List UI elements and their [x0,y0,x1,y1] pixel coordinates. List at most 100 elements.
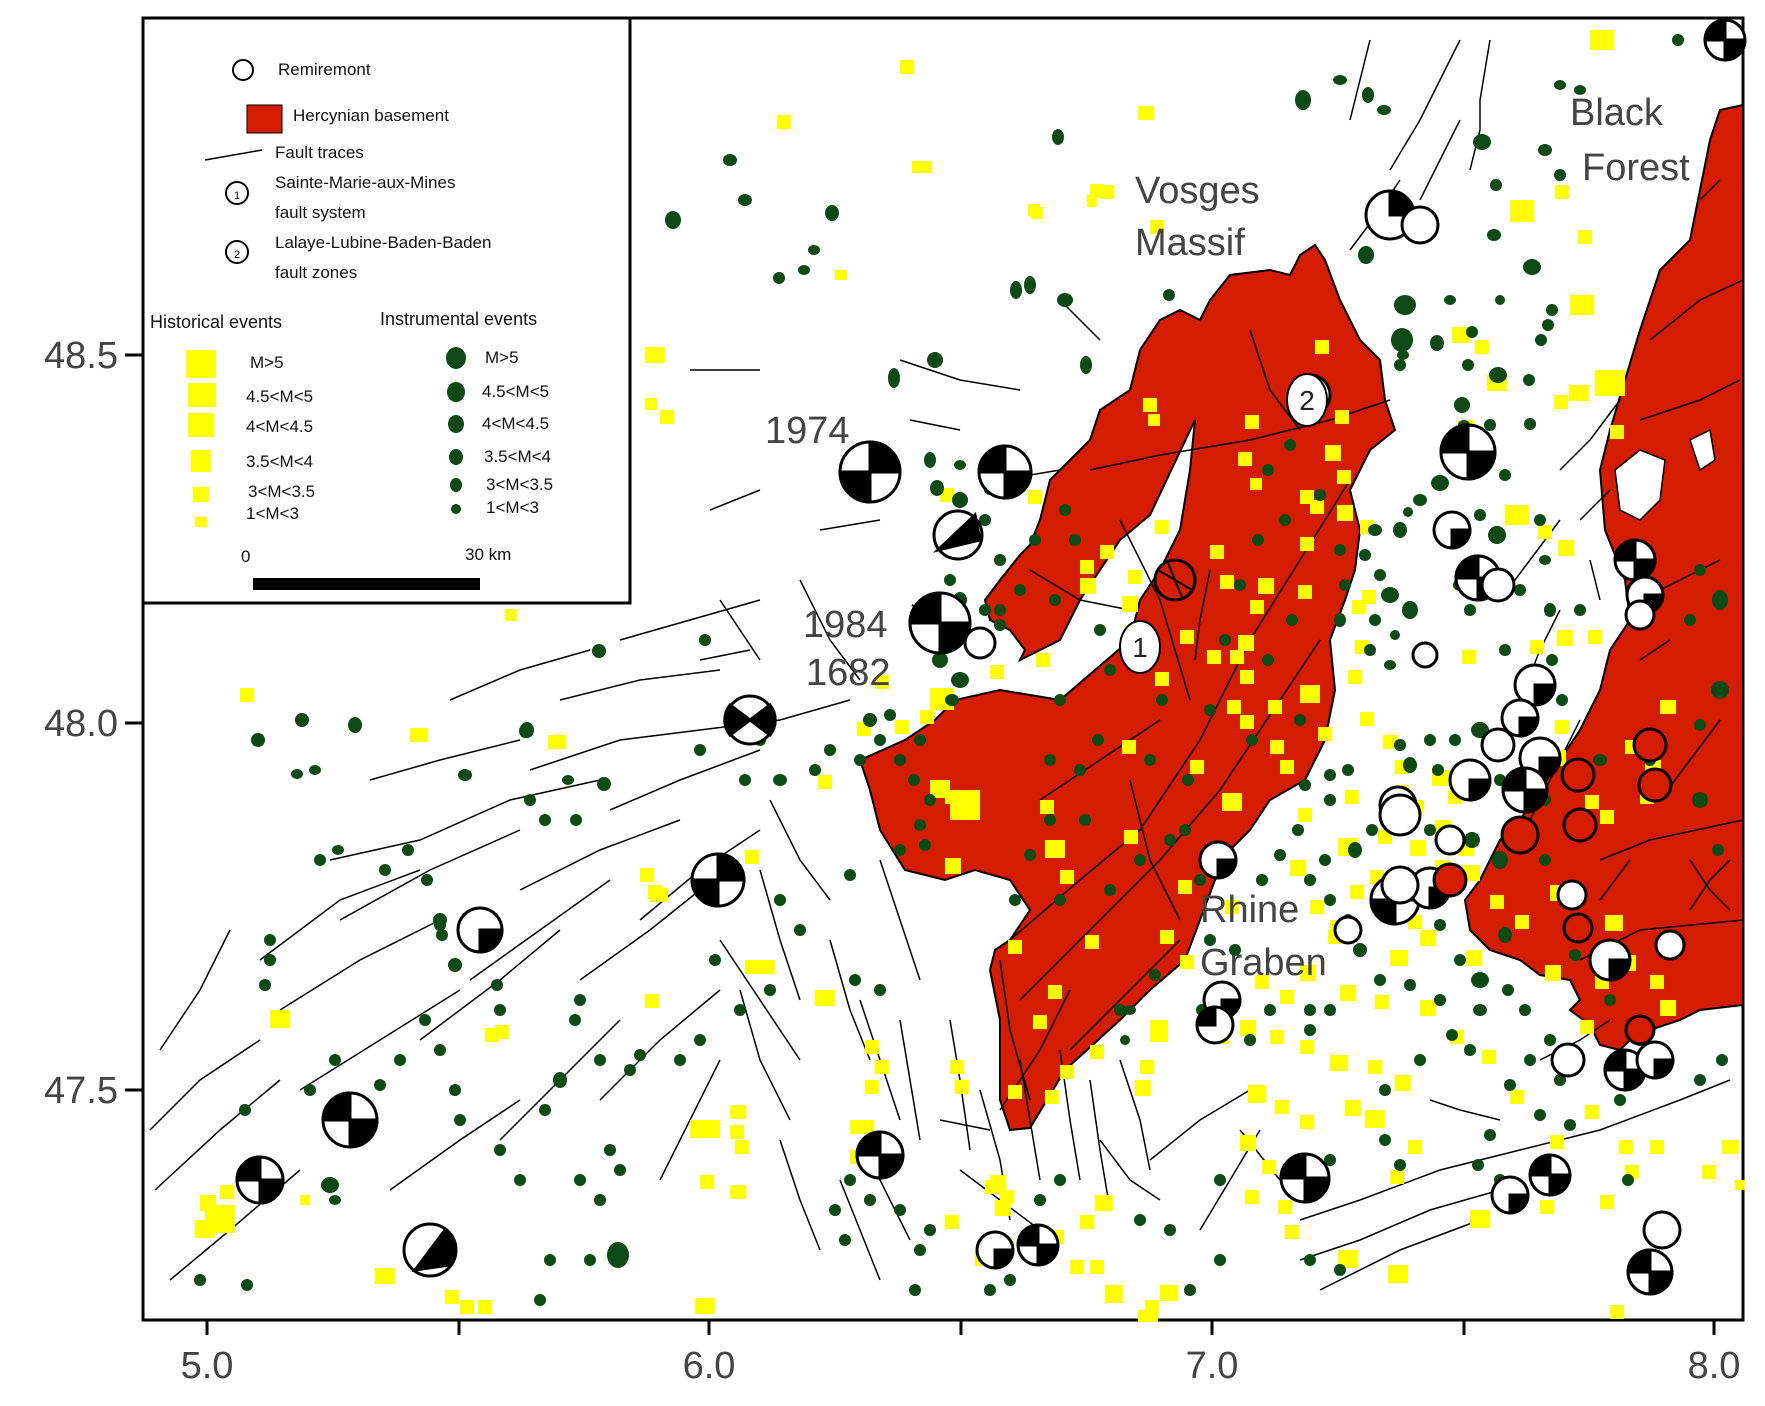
focal-mechanism [1626,1248,1674,1296]
black-forest-gap-2 [1689,428,1716,472]
instrumental-swatch-m5 [446,347,466,369]
focal-mechanism [1560,757,1596,793]
llbb-symbol-number: 2 [234,249,240,261]
focal-mechanism [855,1130,905,1180]
focal-mechanism [977,444,1033,500]
focal-mechanism [932,509,984,561]
focal-mechanism [1654,929,1686,961]
focal-mechanism [1432,862,1468,898]
x-tick-label: 5.0 [181,1345,234,1387]
historical-swatch-m5 [186,350,216,378]
label-vosges: Vosges [1135,170,1260,212]
instrumental-swatch-m4 [448,415,464,433]
historical-swatch-m1 [195,517,207,527]
focal-mechanism [1624,1014,1656,1046]
instrumental-label-m4: 4<M<4.5 [482,414,549,433]
focal-mechanism [1550,1042,1586,1078]
instrumental-label-m3: 3<M<3.5 [486,475,553,494]
focal-mechanism [1624,599,1656,631]
focal-mechanisms [235,18,1747,1296]
historical-swatch-m3 [193,487,209,502]
label-massif: Massif [1135,222,1245,264]
historical-label-m45: 4.5<M<5 [246,387,313,406]
focal-mechanism [1439,423,1497,481]
focal-mechanism [1588,938,1632,982]
historical-swatch-m35 [191,450,211,472]
x-axis [205,1320,1716,1335]
label-year-1974: 1974 [765,410,850,452]
label-graben: Graben [1200,942,1327,984]
legend-hercynian: Hercynian basement [293,106,449,125]
focal-mechanism [456,906,504,954]
focal-mechanism [1195,1005,1235,1045]
scale-end-label: 30 km [465,545,511,564]
marker-1-label: 1 [1132,632,1148,663]
focal-mechanism [975,1230,1015,1270]
instrumental-label-m35: 3.5<M<4 [484,447,551,466]
hercynian-swatch [246,104,283,134]
label-black: Black [1570,92,1664,134]
instrumental-swatch-m45 [447,382,465,402]
historical-label-m5: M>5 [250,353,284,372]
legend-instrumental-title: Instrumental events [380,309,537,329]
fault-trace-swatch [204,149,263,161]
focal-mechanism [1603,1048,1647,1092]
remiremont-symbol [232,59,254,81]
scale-bar [253,578,480,590]
focal-mechanism [1378,793,1422,837]
fault-system-marker-2: 2 [1286,373,1328,427]
focal-mechanism [1411,641,1439,669]
focal-mechanism [1380,865,1420,905]
focal-mechanism [1480,727,1516,763]
focal-mechanism [402,1222,458,1278]
focal-mechanism [1501,766,1549,814]
fault-system-marker-1: 1 [1119,620,1161,674]
focal-mechanism [1016,1223,1060,1267]
focal-mechanism [723,694,777,746]
focal-mechanism [1198,840,1238,880]
x-tick-label: 7.0 [1186,1345,1239,1387]
focal-mechanism [963,626,997,660]
instrumental-label-m1: 1<M<3 [486,498,539,517]
focal-mechanism [1556,879,1588,911]
historical-label-m4: 4<M<4.5 [246,417,313,436]
focal-mechanism [1480,567,1516,603]
instrumental-swatch-m1 [451,504,461,514]
y-tick-label: 48.0 [44,703,118,745]
y-tick-label: 48.5 [44,335,118,377]
historical-swatch-m45 [188,383,216,407]
instrumental-label-m5: M>5 [485,348,519,367]
focal-mechanism [690,852,746,908]
focal-mechanism [1490,1175,1530,1215]
label-rhine: Rhine [1200,889,1299,931]
smm-symbol [225,181,249,205]
focal-mechanism [1400,205,1440,245]
focal-mechanism [1513,663,1557,707]
focal-mechanism [1364,189,1416,241]
legend-smm-2: fault system [275,203,366,222]
focal-mechanism [1613,538,1657,582]
y-tick-label: 47.5 [44,1070,118,1112]
focal-mechanism [1333,915,1363,945]
x-tick-label: 6.0 [683,1345,736,1387]
label-forest: Forest [1582,147,1690,189]
historical-label-m35: 3.5<M<4 [246,452,313,471]
focal-mechanism [1632,727,1668,763]
instrumental-label-m45: 4.5<M<5 [482,382,549,401]
focal-mechanism [908,591,972,655]
focal-mechanism [1562,912,1594,944]
scale-start-label: 0 [241,547,250,566]
focal-mechanism [1635,1040,1675,1080]
legend-llbb-1: Lalaye-Lubine-Baden-Baden [275,233,491,252]
legend-smm-1: Sainte-Marie-aux-Mines [275,173,455,192]
y-axis [125,353,143,1092]
legend-faults: Fault traces [275,143,364,162]
focal-mechanism [1562,807,1598,843]
instrumental-swatch-m35 [449,449,463,465]
focal-mechanism [1528,1153,1572,1197]
focal-mechanism [838,440,902,504]
legend: Remiremont Hercynian basement Fault trac… [141,16,632,605]
legend-historical-title: Historical events [150,312,282,332]
instrumental-swatch-m3 [450,478,462,492]
